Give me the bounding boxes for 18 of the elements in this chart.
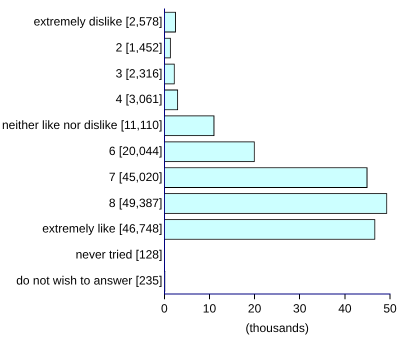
x-tick-label: 30 bbox=[293, 302, 307, 316]
y-tick-label: 4 [3,061] bbox=[116, 92, 162, 106]
x-tick-label: 50 bbox=[383, 302, 397, 316]
x-axis-title: (thousands) bbox=[245, 321, 309, 336]
y-tick-label: 7 [45,020] bbox=[108, 170, 162, 184]
y-tick-label: 3 [2,316] bbox=[116, 66, 162, 80]
y-tick-label: do not wish to answer [235] bbox=[16, 274, 162, 288]
y-tick-label: neither like nor dislike [11,110] bbox=[2, 118, 162, 132]
y-tick-label: extremely dislike [2,578] bbox=[34, 14, 162, 28]
y-tick-label: never tried [128] bbox=[76, 248, 162, 262]
x-tick-label: 10 bbox=[202, 302, 216, 316]
y-tick-label: 6 [20,044] bbox=[108, 144, 162, 158]
x-tick-label: 0 bbox=[160, 302, 168, 316]
y-tick-label: extremely like [46,748] bbox=[42, 222, 162, 236]
x-tick-label: 20 bbox=[248, 302, 262, 316]
x-tick-label: 40 bbox=[338, 302, 352, 316]
y-tick-label: 8 [49,387] bbox=[108, 196, 162, 210]
y-tick-label: 2 [1,452] bbox=[116, 40, 162, 54]
